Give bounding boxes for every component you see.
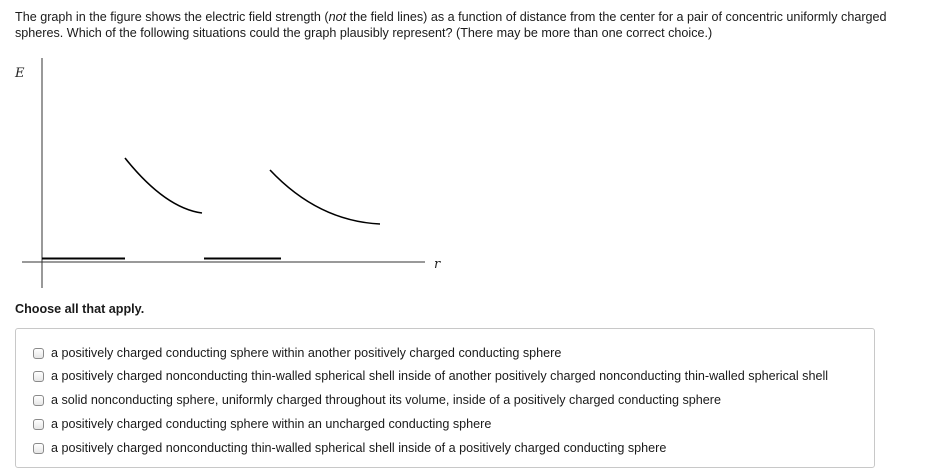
choice-label-4[interactable]: a positively charged conducting sphere w… — [51, 417, 492, 431]
choice-4[interactable]: a positively charged conducting sphere w… — [33, 414, 491, 434]
checkbox-2[interactable] — [33, 370, 44, 382]
question-text: The graph in the figure shows the electr… — [15, 9, 920, 41]
x-axis-label: r — [434, 257, 441, 272]
instruction-text: Choose all that apply. — [15, 302, 145, 316]
choice-label-1[interactable]: a positively charged conducting sphere w… — [51, 346, 562, 360]
choice-label-2[interactable]: a positively charged nonconducting thin-… — [51, 369, 829, 383]
question-text-part2: the field lines) as a function of distan… — [15, 10, 887, 40]
field-curve-between-spheres — [124, 157, 203, 214]
choice-label-3[interactable]: a solid nonconducting sphere, uniformly … — [51, 393, 721, 407]
choice-1[interactable]: a positively charged conducting sphere w… — [33, 343, 561, 363]
checkbox-5[interactable] — [33, 442, 44, 454]
choice-label-5[interactable]: a positively charged nonconducting thin-… — [51, 441, 667, 455]
answer-choices: a positively charged conducting sphere w… — [15, 328, 875, 468]
choice-2[interactable]: a positively charged nonconducting thin-… — [33, 366, 828, 386]
checkbox-3[interactable] — [33, 394, 44, 406]
choice-5[interactable]: a positively charged nonconducting thin-… — [33, 438, 666, 458]
question-text-part1: The graph in the figure shows the electr… — [15, 10, 329, 24]
field-curve-outside — [269, 169, 381, 225]
question-emphasis: not — [328, 10, 347, 24]
y-axis-label: E — [14, 66, 25, 81]
checkbox-4[interactable] — [33, 418, 44, 430]
checkbox-1[interactable] — [33, 347, 44, 359]
field-strength-graph: E r — [14, 58, 441, 288]
choice-3[interactable]: a solid nonconducting sphere, uniformly … — [33, 390, 721, 410]
